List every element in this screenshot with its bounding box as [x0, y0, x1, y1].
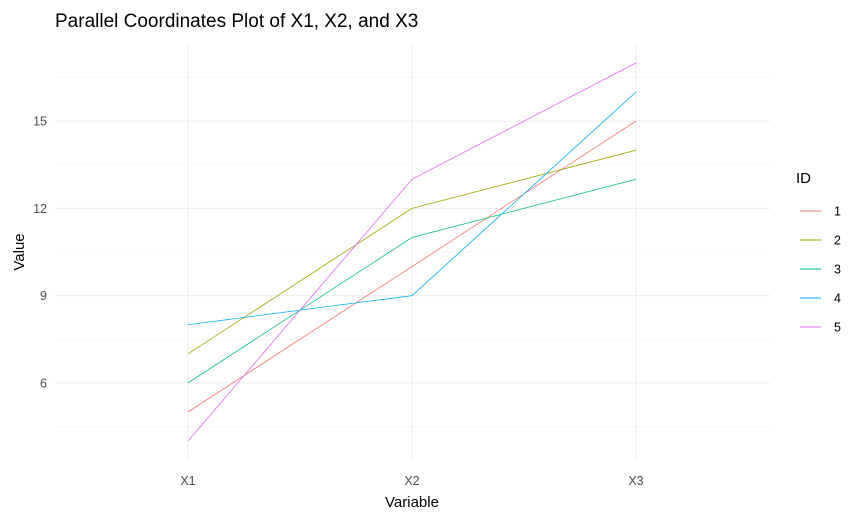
chart-title: Parallel Coordinates Plot of X1, X2, and… [55, 11, 418, 32]
x-tick-label: X1 [180, 474, 195, 488]
legend-label-5: 5 [834, 321, 841, 335]
x-axis-title: Variable [385, 494, 439, 511]
legend-title: ID [796, 170, 811, 187]
legend-label-2: 2 [834, 234, 841, 248]
y-tick-label: 15 [33, 115, 47, 129]
series-lines [187, 62, 637, 442]
y-axis-title: Value [11, 233, 28, 270]
series-line-5 [187, 62, 637, 442]
legend: ID 1 2 3 4 5 [796, 170, 841, 335]
series-line-4 [187, 91, 637, 326]
x-tick-label: X3 [628, 474, 643, 488]
grid [55, 44, 770, 460]
series-line-2 [187, 149, 637, 355]
legend-label-3: 3 [834, 263, 841, 277]
x-tick-labels: X1 X2 X3 [180, 474, 643, 488]
y-tick-label: 9 [40, 289, 47, 303]
legend-label-4: 4 [834, 292, 841, 306]
y-tick-label: 6 [40, 376, 47, 390]
y-tick-label: 12 [33, 202, 47, 216]
legend-label-1: 1 [834, 205, 841, 219]
x-tick-label: X2 [404, 474, 419, 488]
series-line-3 [187, 178, 637, 384]
y-tick-labels: 6 9 12 15 [33, 115, 47, 391]
